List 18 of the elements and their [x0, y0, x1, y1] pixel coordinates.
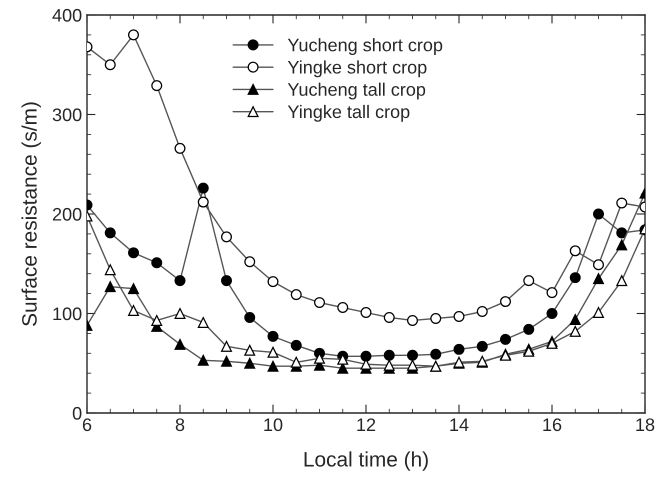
x-tick-label: 8: [176, 418, 184, 432]
legend-label: Yingke short crop: [288, 60, 426, 78]
x-tick-label: 12: [357, 418, 376, 431]
y-axis-title: Surface resistance (s/m): [21, 102, 41, 326]
x-tick-label: 16: [543, 418, 562, 432]
y-tick-label: 400: [52, 8, 82, 22]
legend-label: Yingke tall crop: [288, 104, 410, 122]
legend-label: Yucheng tall crop: [288, 82, 426, 100]
x-tick-label: 14: [450, 418, 469, 431]
y-tick-label: 300: [52, 108, 82, 122]
legend-label: Yucheng short crop: [288, 38, 442, 55]
y-tick-label: 100: [53, 307, 82, 320]
x-axis-title: Local time (h): [304, 451, 428, 471]
x-tick-label: 18: [636, 418, 654, 432]
x-tick-label: 6: [82, 418, 92, 432]
y-tick-label: 0: [72, 406, 82, 420]
x-tick-label: 10: [264, 418, 282, 432]
y-tick-label: 200: [52, 208, 82, 221]
